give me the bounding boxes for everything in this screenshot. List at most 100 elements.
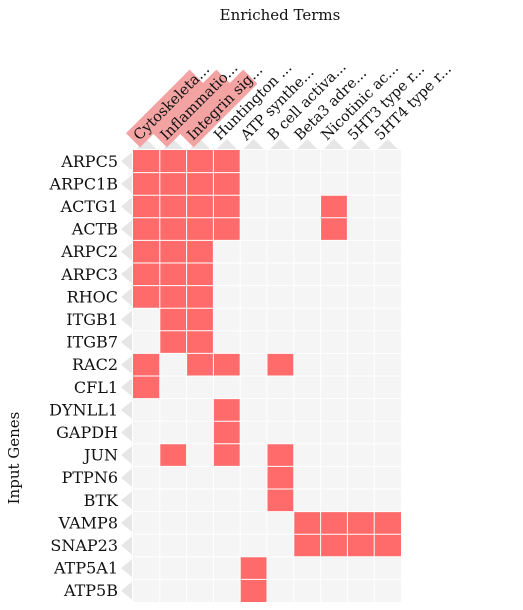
column-tab <box>350 139 371 149</box>
row-label: ATP5B <box>63 581 118 600</box>
column-label-highlight <box>125 69 204 148</box>
column-labels: Cytoskeleta...Inflammatio...Integrin sig… <box>125 59 455 149</box>
chart-title: Enriched Terms <box>220 6 341 24</box>
row-label: VAMP8 <box>58 513 118 532</box>
row-tab <box>121 152 132 171</box>
heatmap-cell <box>240 556 267 580</box>
heatmap-cell <box>159 443 187 467</box>
heatmap-cell <box>133 285 160 309</box>
row-tab <box>121 197 132 216</box>
heatmap-cell <box>186 308 214 331</box>
heatmap-cell <box>133 376 160 399</box>
heatmap-cell <box>213 398 241 422</box>
row-label: ACTB <box>71 220 118 239</box>
heatmap-cell <box>133 263 160 286</box>
heatmap-cell <box>186 172 214 196</box>
column-tab <box>243 139 264 149</box>
row-label: JUN <box>82 446 118 465</box>
row-label: ITGB7 <box>66 333 118 352</box>
heatmap-cell <box>213 421 241 444</box>
heatmap-cell <box>213 353 241 376</box>
row-tab <box>121 468 132 487</box>
column-label-highlight <box>179 69 258 148</box>
row-labels: ARPC5 ARPC1B ACTG1 ACTB ARPC2 ARPC3 RHOC ITGB1 I… <box>48 152 132 600</box>
row-tab <box>121 423 132 442</box>
column-tab <box>324 139 344 149</box>
heatmap-cell <box>320 511 348 535</box>
row-label: SNAP23 <box>50 536 118 555</box>
heatmap-cell <box>267 443 294 467</box>
heatmap-cell <box>186 217 214 241</box>
row-label: ARPC5 <box>60 152 118 171</box>
row-label: RHOC <box>67 287 118 306</box>
heatmap-cell <box>133 240 160 263</box>
heatmap-cell <box>320 217 348 241</box>
row-tab <box>121 265 132 284</box>
row-tab <box>121 491 132 510</box>
heatmap-cell <box>186 353 214 376</box>
heatmap-cell <box>159 263 187 286</box>
heatmap-cell <box>267 466 294 489</box>
row-tab <box>121 446 132 465</box>
row-label: ATP5A1 <box>53 559 118 578</box>
heatmap-cell <box>133 217 160 241</box>
row-tab <box>121 581 132 600</box>
row-tab <box>121 559 132 578</box>
column-tab <box>136 139 157 149</box>
heatmap-cell <box>186 150 214 173</box>
heatmap-cell <box>133 195 160 218</box>
column-tab <box>190 139 210 149</box>
row-tab <box>121 333 132 352</box>
row-tab <box>121 536 132 555</box>
heatmap-cell <box>213 443 241 467</box>
heatmap-cell <box>213 217 241 241</box>
heatmap-cell <box>320 195 348 218</box>
row-label: RAC2 <box>72 355 118 374</box>
heatmap-cell <box>186 263 214 286</box>
heatmap-cell <box>240 579 267 602</box>
heatmap-cell <box>133 353 160 376</box>
column-label-highlight <box>152 69 231 148</box>
row-tab <box>121 355 132 374</box>
row-label: PTPN6 <box>62 468 118 487</box>
heatmap-cell <box>186 330 214 354</box>
heatmap-cell <box>186 240 214 263</box>
heatmap-cell <box>320 534 348 557</box>
heatmap-cell <box>186 195 214 218</box>
row-label: ARPC1B <box>48 174 118 193</box>
heatmap-cell <box>374 534 401 557</box>
heatmap-cell <box>213 150 241 173</box>
heatmap-cells <box>133 150 401 602</box>
y-axis-label: Input Genes <box>5 412 23 505</box>
column-tab <box>216 139 237 149</box>
row-label: BTK <box>84 491 119 510</box>
row-label: ACTG1 <box>60 197 118 216</box>
heatmap-cell <box>159 172 187 196</box>
heatmap-cell <box>213 172 241 196</box>
heatmap-cell <box>186 285 214 309</box>
heatmap-cell <box>133 172 160 196</box>
row-tab <box>121 242 132 261</box>
row-label: ARPC2 <box>60 242 118 261</box>
row-tab <box>121 220 132 239</box>
heatmap-cell <box>347 534 375 557</box>
column-tab <box>163 139 184 149</box>
row-tab <box>121 513 132 532</box>
row-label: CFL1 <box>74 378 118 397</box>
row-label: ITGB1 <box>66 310 118 329</box>
row-label: DYNLL1 <box>49 400 118 419</box>
row-label: GAPDH <box>56 423 118 442</box>
row-tab <box>121 174 132 193</box>
row-label: ARPC3 <box>60 265 118 284</box>
heatmap-cell <box>293 511 321 535</box>
row-tab <box>121 378 132 397</box>
row-tab <box>121 400 132 419</box>
column-tab <box>377 139 398 149</box>
heatmap-cell <box>267 489 294 512</box>
heatmap-cell <box>267 353 294 376</box>
column-tab <box>297 139 318 149</box>
heatmap-cell <box>159 240 187 263</box>
heatmap-cell <box>347 511 375 535</box>
row-tab <box>121 310 132 329</box>
heatmap-cell <box>159 195 187 218</box>
